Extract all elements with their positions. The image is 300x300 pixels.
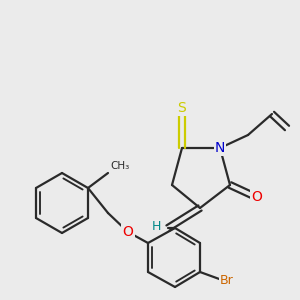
Text: CH₃: CH₃	[110, 161, 129, 171]
Text: H: H	[151, 220, 161, 232]
Text: N: N	[215, 141, 225, 155]
Text: Br: Br	[220, 274, 234, 286]
Text: S: S	[178, 101, 186, 115]
Text: O: O	[252, 190, 262, 204]
Text: O: O	[123, 225, 134, 239]
